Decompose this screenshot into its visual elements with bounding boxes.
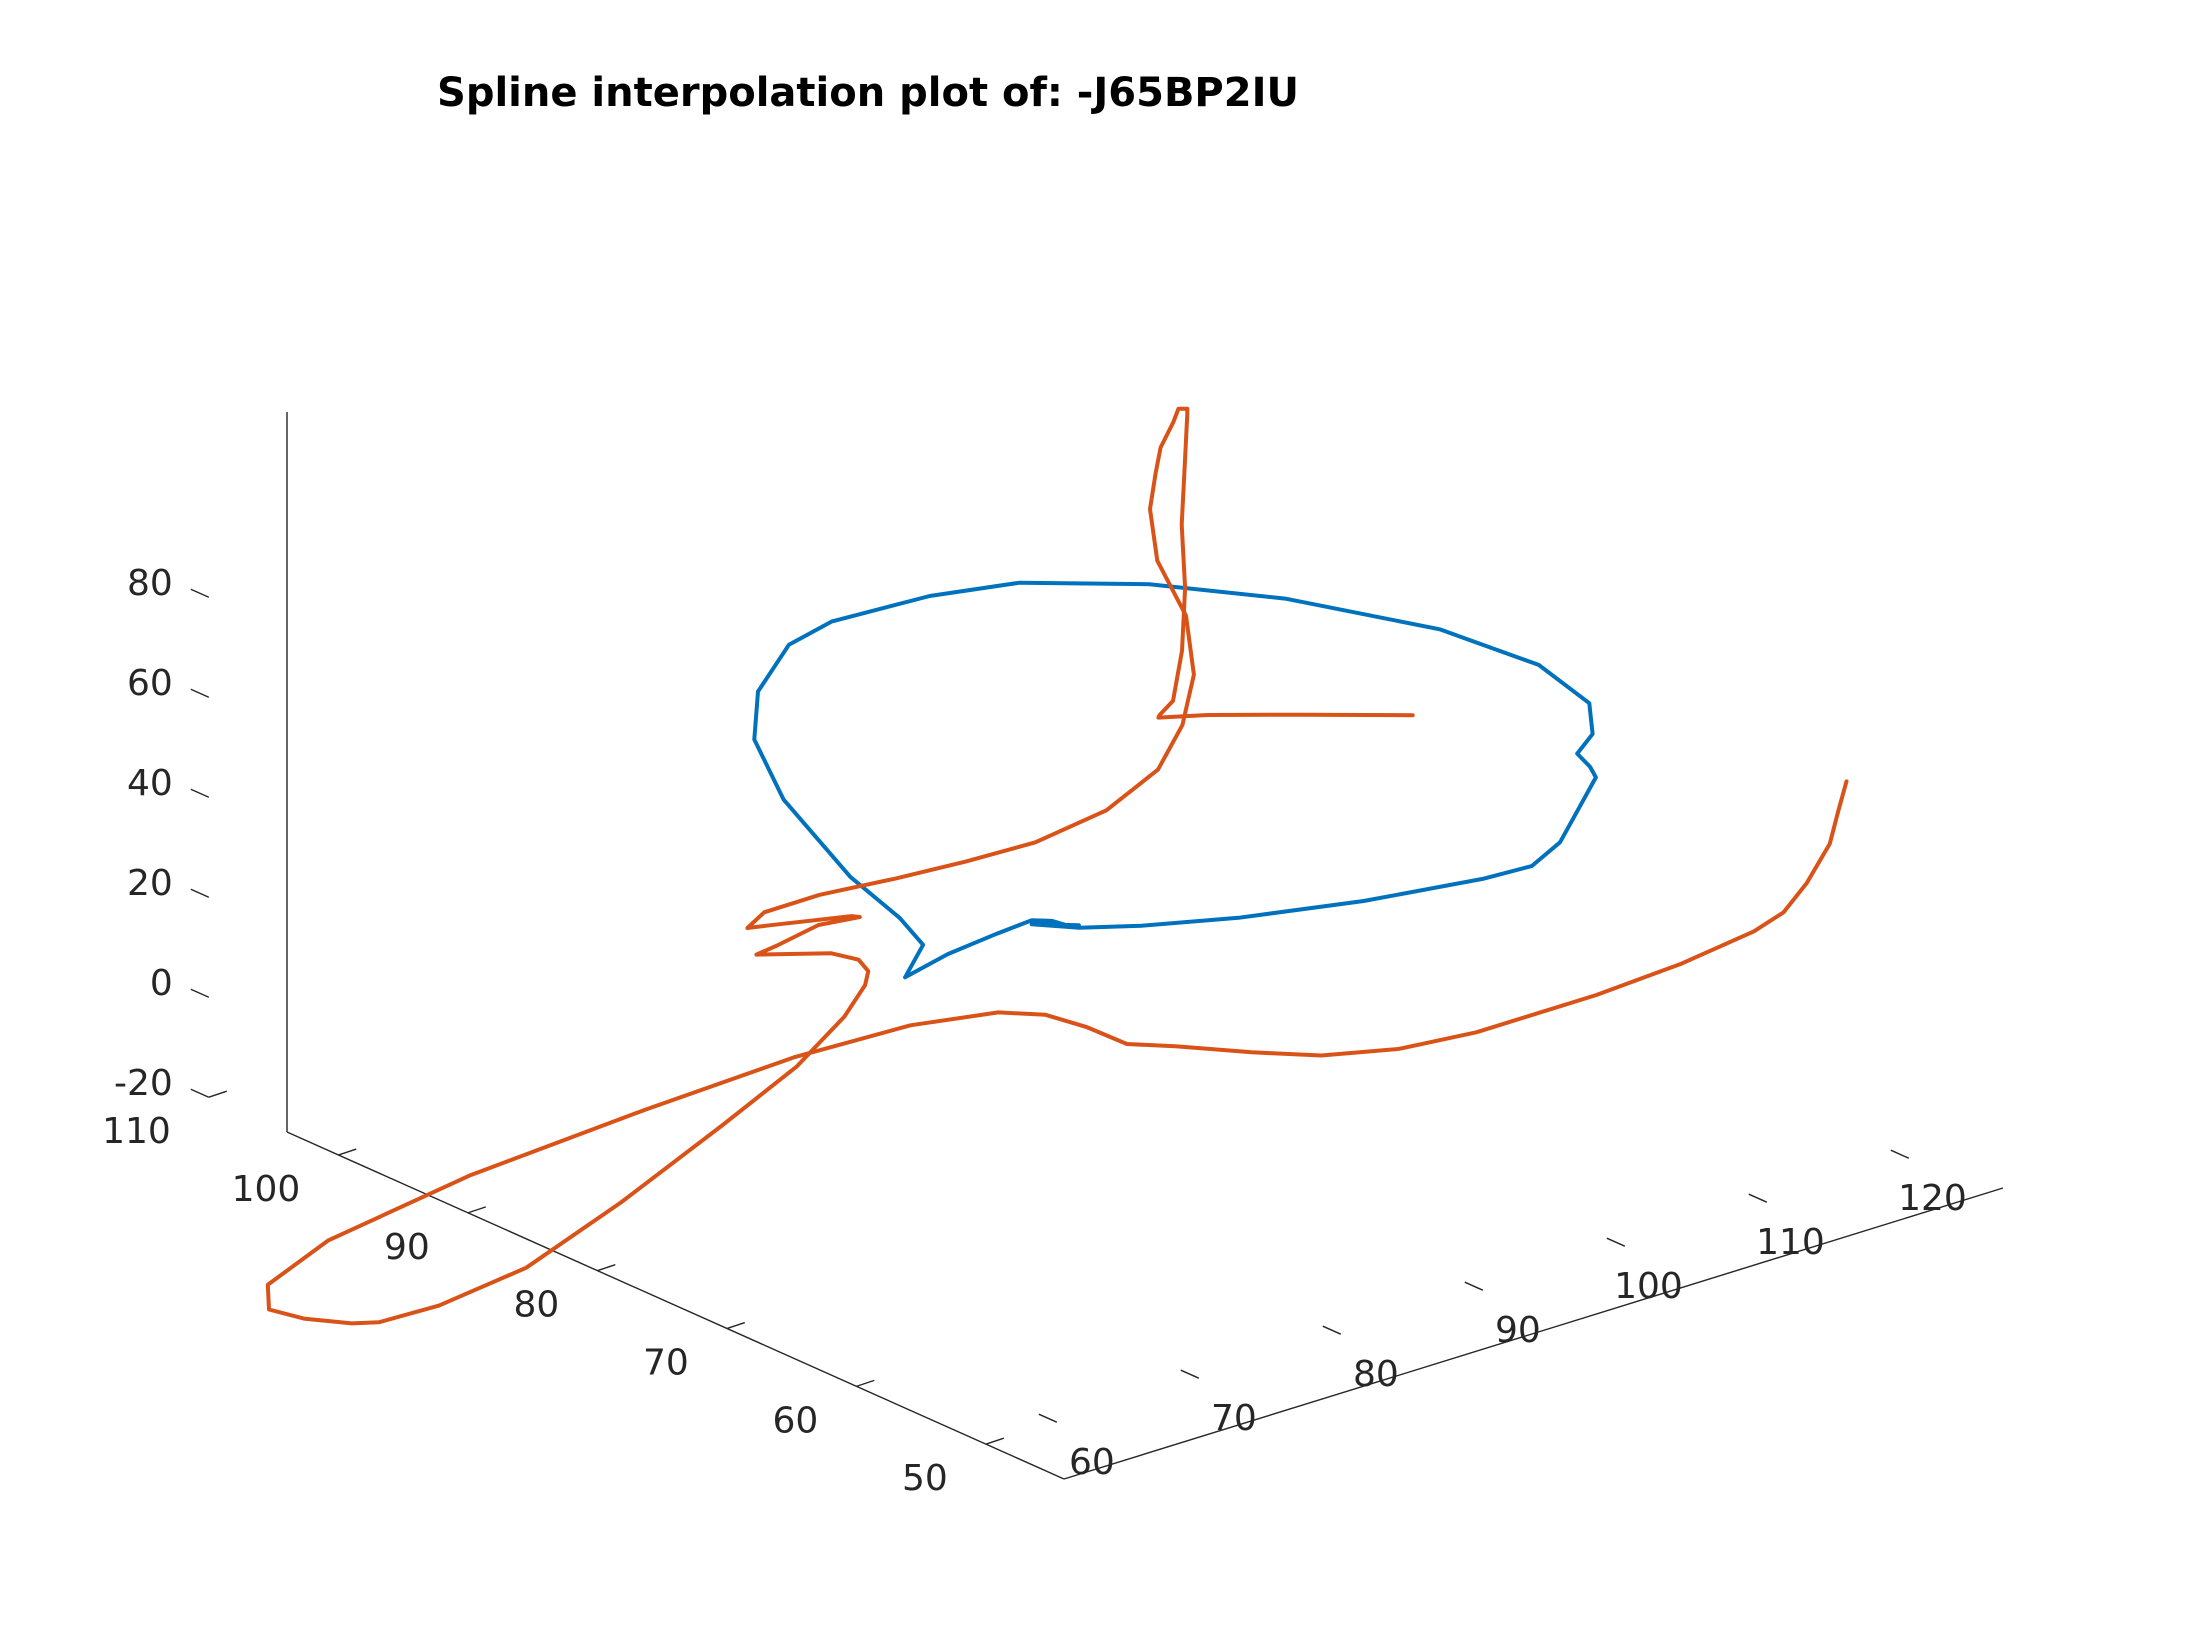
- chart-title: Spline interpolation plot of: -J65BP2IU: [437, 70, 1299, 116]
- z-tick: [190, 888, 210, 898]
- y-tick-label: 80: [513, 1285, 559, 1326]
- x-tick: [1748, 1193, 1768, 1203]
- x-tick: [1322, 1325, 1342, 1335]
- y-tick: [597, 1264, 616, 1272]
- y-tick-label: 90: [384, 1227, 430, 1268]
- x-tick: [1464, 1281, 1484, 1291]
- x-tick-label: 110: [1756, 1222, 1825, 1263]
- x-tick-label: 120: [1898, 1178, 1967, 1219]
- z-tick: [190, 588, 210, 598]
- y-tick-label: 60: [772, 1400, 818, 1441]
- z-tick: [190, 988, 210, 998]
- y-tick: [726, 1321, 746, 1330]
- axes-3d: 60 70 80 90 100 110 120 50 60 70 80 90 100 110 -20 0 20 4…: [102, 412, 2004, 1499]
- y-axis-line: [286, 1131, 1065, 1480]
- x-tick-label: 60: [1069, 1442, 1115, 1483]
- x-tick-label: 80: [1353, 1354, 1399, 1395]
- z-tick-label: 80: [127, 563, 173, 604]
- x-tick: [1606, 1237, 1626, 1247]
- x-tick: [1180, 1369, 1200, 1379]
- y-tick: [856, 1379, 875, 1388]
- x-tick: [1890, 1149, 1910, 1159]
- y-tick-label: 110: [102, 1111, 171, 1152]
- z-tick-label: 0: [150, 963, 173, 1004]
- tick-layer: 60 70 80 90 100 110 120 50 60 70 80 90 100 110 -20 0 20 4…: [102, 563, 1967, 1499]
- z-tick: [190, 788, 210, 798]
- y-tick-label: 70: [643, 1343, 689, 1384]
- x-tick-label: 100: [1614, 1266, 1683, 1307]
- z-tick: [190, 688, 210, 698]
- series-layer: [265, 406, 1849, 1326]
- y-tick: [467, 1206, 487, 1214]
- z-tick-label: 40: [127, 763, 173, 804]
- y-tick-label: 100: [232, 1169, 301, 1210]
- z-tick-label: 20: [127, 863, 173, 904]
- x-tick: [1038, 1413, 1058, 1423]
- z-tick-label: 60: [127, 663, 173, 704]
- z-tick: [190, 1088, 210, 1098]
- x-axis-line: [1063, 1187, 2004, 1480]
- x-tick-label: 70: [1211, 1398, 1257, 1439]
- x-tick-label: 90: [1495, 1310, 1541, 1351]
- series-line-1: [752, 580, 1598, 980]
- y-tick: [985, 1437, 1005, 1445]
- y-tick: [208, 1090, 228, 1098]
- y-tick: [338, 1148, 357, 1156]
- z-tick-label: -20: [114, 1063, 173, 1104]
- series-line-2: [265, 406, 1849, 1326]
- y-tick-label: 50: [902, 1458, 948, 1499]
